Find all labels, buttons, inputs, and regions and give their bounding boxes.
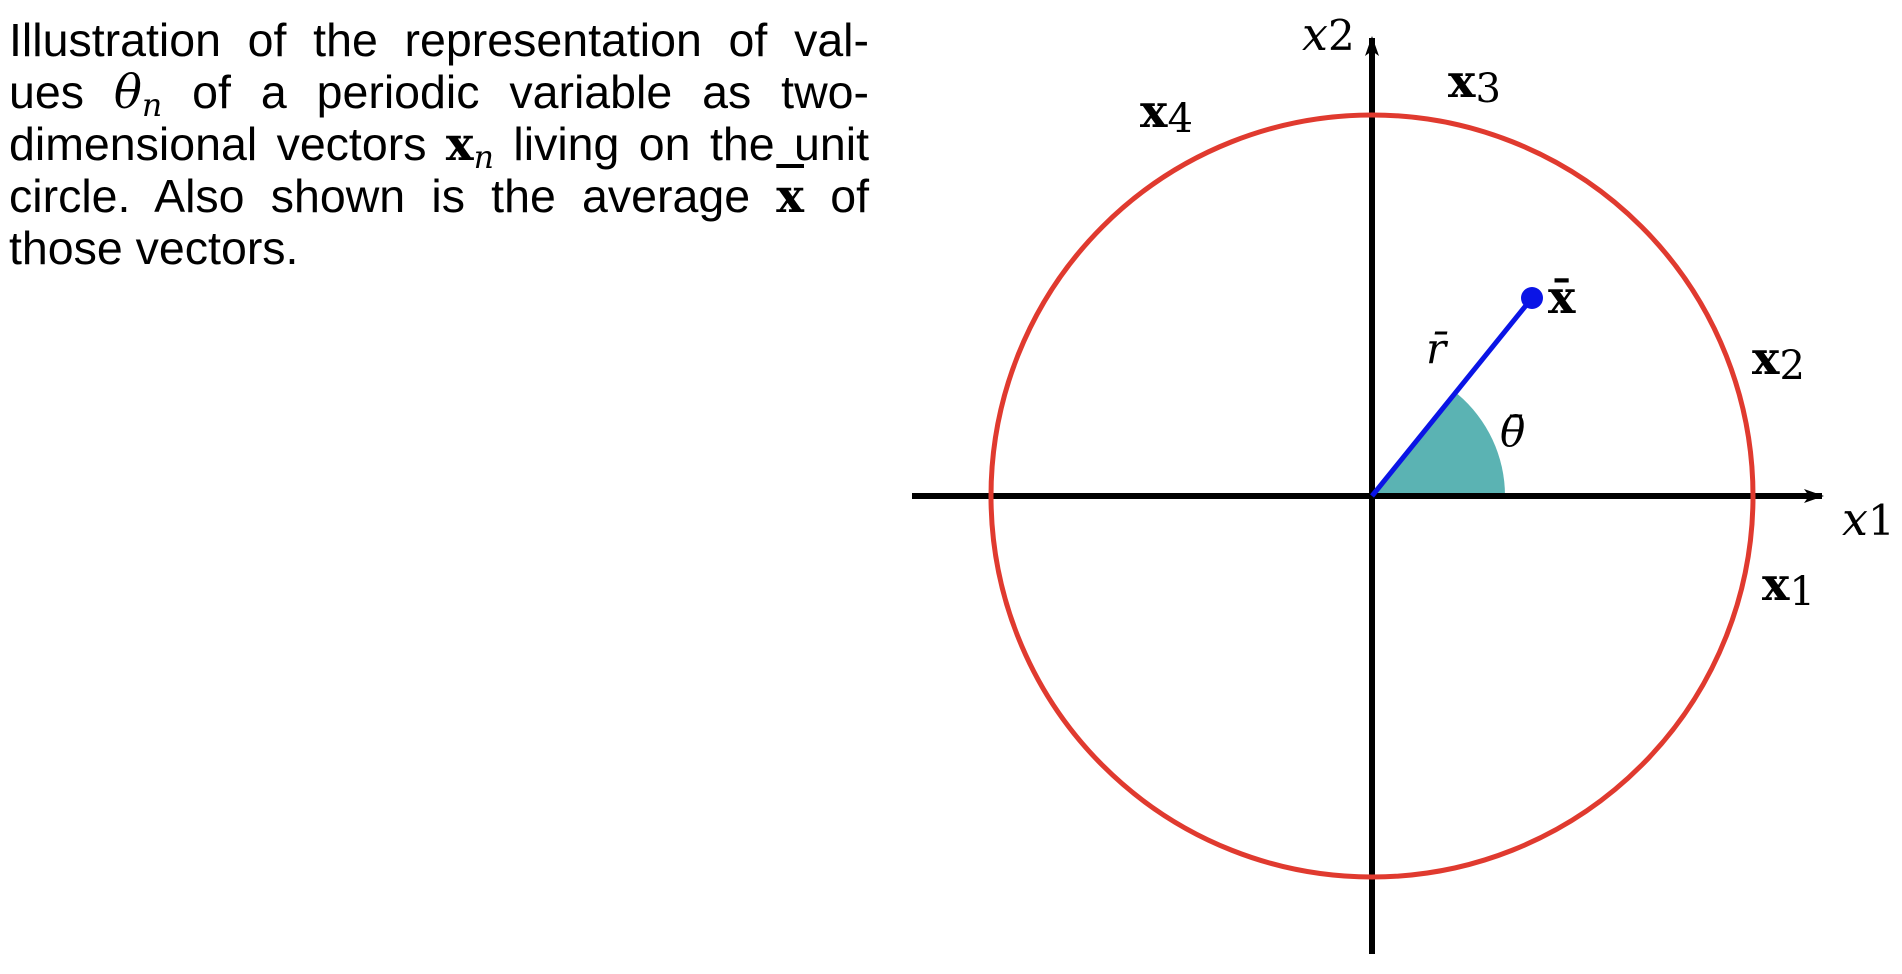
mean-vector-point: [1521, 287, 1543, 309]
caption-line-1: Illustration of the representation of va…: [9, 14, 869, 66]
vector-x-symbol: xn: [445, 116, 494, 176]
caption-text: living on the unit: [493, 118, 870, 170]
mean-r-label: r̄: [1426, 324, 1449, 373]
theta-symbol: θn: [113, 65, 163, 124]
x1-axis-label: x1: [1842, 492, 1895, 546]
mean-vector-symbol: x: [776, 168, 804, 223]
caption-text: ues: [9, 66, 114, 118]
vector-x3-label: x3: [1448, 54, 1501, 112]
caption-text: of: [804, 170, 869, 222]
vector-x1-label: x1: [1762, 557, 1815, 615]
caption-text: Illustration of the representation of va…: [9, 14, 869, 66]
caption-line-5: those vectors.: [9, 222, 869, 274]
caption-text: those vectors.: [9, 222, 299, 274]
mean-vector-line: [1370, 296, 1534, 498]
vector-x4-label: x4: [1140, 84, 1193, 142]
mean-vector-label: x̄: [1548, 270, 1576, 324]
unit-circle: [988, 112, 1756, 880]
figure-caption: Illustration of the representation of va…: [9, 14, 869, 274]
caption-line-4: circle. Also shown is the average x of: [9, 168, 869, 223]
caption-text: of a periodic variable as two-: [162, 66, 869, 118]
caption-text: circle. Also shown is the average: [9, 170, 777, 222]
caption-line-2: ues θn of a periodic variable as two-: [9, 65, 869, 124]
caption-line-3: dimensional vectors xn living on the uni…: [9, 116, 870, 176]
vector-x2-label: x2: [1752, 331, 1805, 389]
mean-theta-label: θ̄: [1500, 407, 1525, 456]
x2-axis-label: x2: [1302, 7, 1355, 61]
angle-wedge: [1372, 394, 1506, 496]
caption-text: dimensional vectors: [9, 118, 446, 170]
